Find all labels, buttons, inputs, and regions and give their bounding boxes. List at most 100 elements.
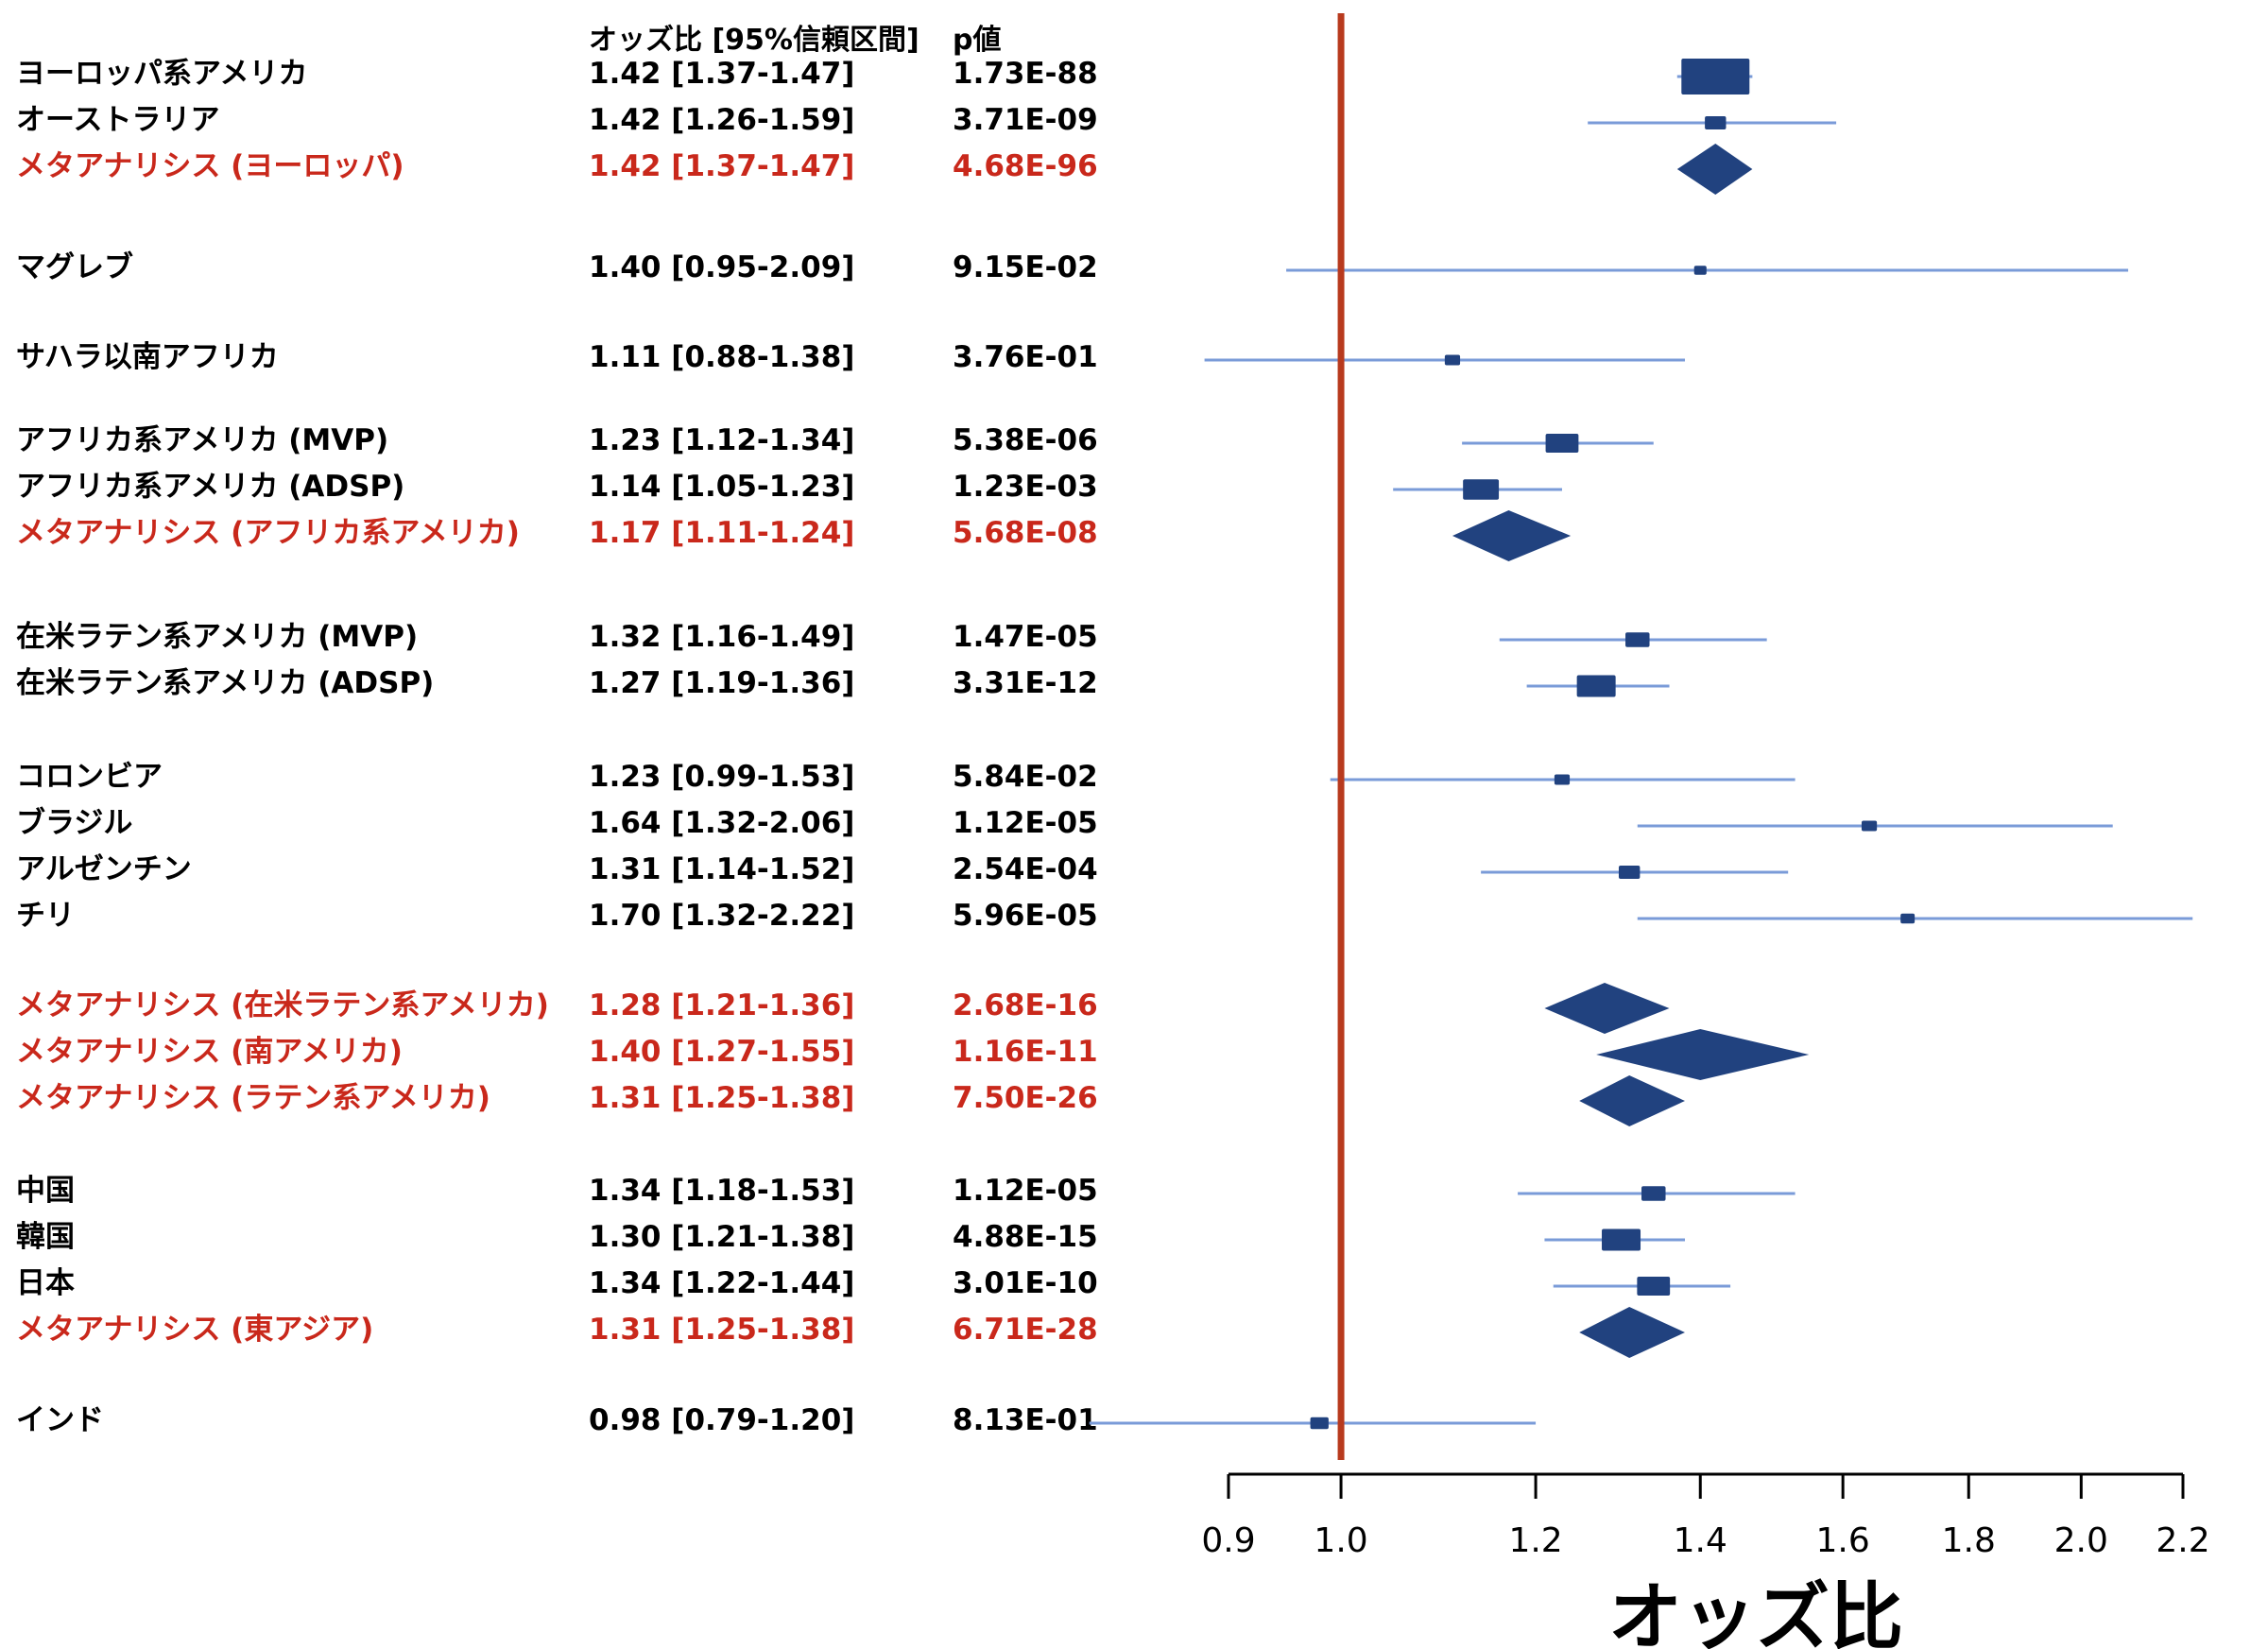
point-estimate-square xyxy=(1861,820,1878,832)
forest-row: 日本 1.34 [1.22-1.44] 3.01E-10 xyxy=(16,1266,1731,1300)
point-estimate-square xyxy=(1545,434,1579,453)
row-label: 韓国 xyxy=(16,1220,75,1254)
x-tick-label: 1.0 xyxy=(1314,1521,1367,1560)
row-label: 中国 xyxy=(16,1174,75,1208)
forest-row: アルゼンチン 1.31 [1.14-1.52] 2.54E-04 xyxy=(16,852,1789,886)
point-estimate-square xyxy=(1625,632,1650,647)
point-estimate-square xyxy=(1693,266,1707,275)
row-label: サハラ以南アフリカ xyxy=(16,340,279,374)
row-p-value: 1.47E-05 xyxy=(953,620,1098,654)
x-axis-title: オッズ比 xyxy=(1608,1575,1903,1649)
row-label: 在米ラテン系アメリカ (ADSP) xyxy=(16,666,434,700)
row-p-value: 5.84E-02 xyxy=(953,760,1098,794)
row-or-ci: 1.42 [1.26-1.59] xyxy=(589,103,854,137)
forest-row: コロンビア 1.23 [0.99-1.53] 5.84E-02 xyxy=(16,760,1796,794)
forest-row: メタアナリシス (東アジア) 1.31 [1.25-1.38] 6.71E-28 xyxy=(16,1307,1686,1358)
forest-row: 韓国 1.30 [1.21-1.38] 4.88E-15 xyxy=(16,1220,1686,1254)
row-label: メタアナリシス (在米ラテン系アメリカ) xyxy=(16,988,549,1022)
row-or-ci: 1.42 [1.37-1.47] xyxy=(589,57,854,91)
point-estimate-square xyxy=(1618,866,1641,879)
x-tick-label: 1.2 xyxy=(1508,1521,1562,1560)
row-label: コロンビア xyxy=(16,760,163,794)
point-estimate-square xyxy=(1641,1186,1666,1201)
row-label: メタアナリシス (南アメリカ) xyxy=(16,1035,403,1069)
header-p-value: p値 xyxy=(953,24,1001,57)
point-estimate-square xyxy=(1705,116,1727,129)
meta-diamond xyxy=(1452,510,1572,561)
row-or-ci: 1.42 [1.37-1.47] xyxy=(589,149,854,183)
x-tick-label: 2.0 xyxy=(2054,1521,2108,1560)
point-estimate-square xyxy=(1444,354,1461,366)
row-or-ci: 1.23 [0.99-1.53] xyxy=(589,760,854,794)
row-p-value: 4.68E-96 xyxy=(953,149,1098,183)
row-or-ci: 1.40 [1.27-1.55] xyxy=(589,1035,854,1069)
forest-row: 中国 1.34 [1.18-1.53] 1.12E-05 xyxy=(16,1174,1796,1208)
forest-row: アフリカ系アメリカ (ADSP) 1.14 [1.05-1.23] 1.23E-03 xyxy=(16,470,1562,504)
row-or-ci: 1.31 [1.25-1.38] xyxy=(589,1081,854,1115)
forest-row: サハラ以南アフリカ 1.11 [0.88-1.38] 3.76E-01 xyxy=(16,340,1686,374)
row-or-ci: 0.98 [0.79-1.20] xyxy=(589,1403,854,1437)
row-p-value: 3.71E-09 xyxy=(953,103,1098,137)
forest-row: オーストラリア 1.42 [1.26-1.59] 3.71E-09 xyxy=(16,103,1837,137)
meta-diamond xyxy=(1676,144,1753,195)
row-label: チリ xyxy=(16,899,75,933)
meta-diamond xyxy=(1596,1029,1810,1080)
row-p-value: 3.31E-12 xyxy=(953,666,1098,700)
row-label: メタアナリシス (ラテン系アメリカ) xyxy=(16,1081,490,1115)
forest-row: メタアナリシス (アフリカ系アメリカ) 1.17 [1.11-1.24] 5.68E… xyxy=(16,510,1572,561)
row-p-value: 3.76E-01 xyxy=(953,340,1098,374)
x-tick-label: 1.6 xyxy=(1816,1521,1870,1560)
row-p-value: 1.23E-03 xyxy=(953,470,1098,504)
row-or-ci: 1.70 [1.32-2.22] xyxy=(589,899,854,933)
row-label: メタアナリシス (東アジア) xyxy=(16,1313,373,1347)
x-tick-label: 1.8 xyxy=(1942,1521,1996,1560)
row-p-value: 7.50E-26 xyxy=(953,1081,1098,1115)
row-label: アルゼンチン xyxy=(16,852,192,886)
row-or-ci: 1.34 [1.22-1.44] xyxy=(589,1266,854,1300)
row-or-ci: 1.32 [1.16-1.49] xyxy=(589,620,854,654)
row-p-value: 5.68E-08 xyxy=(953,516,1098,550)
row-p-value: 5.38E-06 xyxy=(953,423,1098,457)
row-label: アフリカ系アメリカ (MVP) xyxy=(16,423,388,457)
row-or-ci: 1.28 [1.21-1.36] xyxy=(589,988,854,1022)
row-p-value: 5.96E-05 xyxy=(953,899,1098,933)
row-label: ヨーロッパ系アメリカ xyxy=(16,57,307,91)
row-or-ci: 1.64 [1.32-2.06] xyxy=(589,806,854,840)
forest-row: メタアナリシス (ラテン系アメリカ) 1.31 [1.25-1.38] 7.50E-… xyxy=(16,1075,1686,1126)
forest-row: アフリカ系アメリカ (MVP) 1.23 [1.12-1.34] 5.38E-06 xyxy=(16,423,1654,457)
row-or-ci: 1.14 [1.05-1.23] xyxy=(589,470,854,504)
forest-row: ヨーロッパ系アメリカ 1.42 [1.37-1.47] 1.73E-88 xyxy=(16,57,1753,94)
row-or-ci: 1.31 [1.25-1.38] xyxy=(589,1313,854,1347)
row-label: 在米ラテン系アメリカ (MVP) xyxy=(16,620,418,654)
row-p-value: 1.73E-88 xyxy=(953,57,1098,91)
row-or-ci: 1.40 [0.95-2.09] xyxy=(589,250,854,284)
forest-row: 在米ラテン系アメリカ (ADSP) 1.27 [1.19-1.36] 3.31E-1… xyxy=(16,666,1670,700)
row-p-value: 1.12E-05 xyxy=(953,806,1098,840)
row-p-value: 2.54E-04 xyxy=(953,852,1098,886)
x-tick-label: 1.4 xyxy=(1674,1521,1727,1560)
forest-row: 在米ラテン系アメリカ (MVP) 1.32 [1.16-1.49] 1.47E-05 xyxy=(16,620,1767,654)
row-p-value: 6.71E-28 xyxy=(953,1313,1098,1347)
row-label: 日本 xyxy=(16,1266,75,1300)
row-label: マグレブ xyxy=(16,250,133,284)
row-or-ci: 1.11 [0.88-1.38] xyxy=(589,340,854,374)
row-or-ci: 1.31 [1.14-1.52] xyxy=(589,852,854,886)
row-p-value: 4.88E-15 xyxy=(953,1220,1098,1254)
x-tick-label: 2.2 xyxy=(2156,1521,2209,1560)
point-estimate-square xyxy=(1463,479,1500,500)
row-or-ci: 1.17 [1.11-1.24] xyxy=(589,516,854,550)
meta-diamond xyxy=(1579,1075,1686,1126)
x-axis: 0.9 1.0 1.2 1.4 1.6 1.8 2.0 2.2 xyxy=(1201,1472,2210,1560)
point-estimate-square xyxy=(1637,1277,1671,1296)
point-estimate-square xyxy=(1554,774,1571,785)
point-estimate-square xyxy=(1681,59,1750,94)
forest-row: マグレブ 1.40 [0.95-2.09] 9.15E-02 xyxy=(16,250,2129,284)
row-label: オーストラリア xyxy=(16,103,219,137)
row-or-ci: 1.23 [1.12-1.34] xyxy=(589,423,854,457)
forest-row: ブラジル 1.64 [1.32-2.06] 1.12E-05 xyxy=(16,806,2113,840)
row-p-value: 1.12E-05 xyxy=(953,1174,1098,1208)
meta-diamond xyxy=(1579,1307,1686,1358)
forest-row: チリ 1.70 [1.32-2.22] 5.96E-05 xyxy=(16,899,2193,933)
x-tick-label: 0.9 xyxy=(1201,1521,1255,1560)
row-p-value: 9.15E-02 xyxy=(953,250,1098,284)
